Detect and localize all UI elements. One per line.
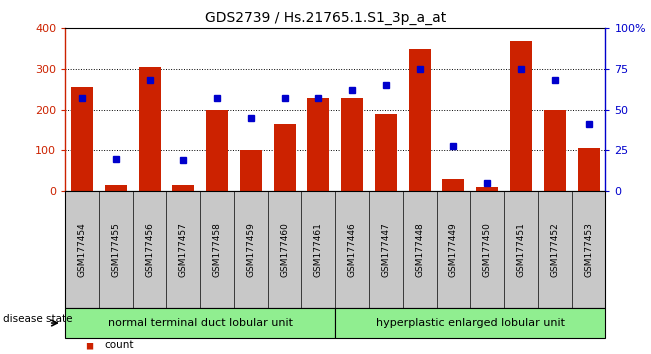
- Text: GSM177454: GSM177454: [77, 222, 87, 277]
- Bar: [139, 67, 161, 191]
- Text: GSM177446: GSM177446: [348, 222, 357, 277]
- Text: GSM177457: GSM177457: [179, 222, 187, 277]
- Text: GSM177452: GSM177452: [550, 222, 559, 277]
- Text: ◼: ◼: [85, 340, 92, 350]
- Text: GSM177461: GSM177461: [314, 222, 323, 277]
- Bar: [577, 148, 600, 191]
- Text: GSM177459: GSM177459: [246, 222, 255, 277]
- Text: GSM177451: GSM177451: [516, 222, 525, 277]
- Text: normal terminal duct lobular unit: normal terminal duct lobular unit: [107, 318, 293, 328]
- Text: disease state: disease state: [3, 314, 73, 325]
- Bar: [307, 97, 329, 191]
- Bar: [206, 110, 228, 191]
- Bar: [273, 124, 296, 191]
- Text: GSM177450: GSM177450: [483, 222, 492, 277]
- Bar: [477, 187, 498, 191]
- Text: GSM177453: GSM177453: [584, 222, 593, 277]
- Text: GSM177455: GSM177455: [111, 222, 120, 277]
- Text: GSM177458: GSM177458: [213, 222, 221, 277]
- Text: GSM177447: GSM177447: [381, 222, 391, 277]
- Bar: [71, 87, 93, 191]
- Bar: [341, 97, 363, 191]
- Bar: [443, 179, 464, 191]
- Bar: [409, 50, 431, 191]
- Bar: [375, 114, 397, 191]
- Text: GDS2739 / Hs.21765.1.S1_3p_a_at: GDS2739 / Hs.21765.1.S1_3p_a_at: [205, 11, 446, 25]
- Text: GSM177449: GSM177449: [449, 222, 458, 277]
- Text: count: count: [104, 340, 133, 350]
- Bar: [544, 110, 566, 191]
- Text: hyperplastic enlarged lobular unit: hyperplastic enlarged lobular unit: [376, 318, 565, 328]
- Bar: [105, 185, 127, 191]
- Bar: [510, 41, 532, 191]
- Text: GSM177456: GSM177456: [145, 222, 154, 277]
- Text: GSM177460: GSM177460: [280, 222, 289, 277]
- Bar: [173, 185, 194, 191]
- Text: GSM177448: GSM177448: [415, 222, 424, 277]
- Bar: [240, 150, 262, 191]
